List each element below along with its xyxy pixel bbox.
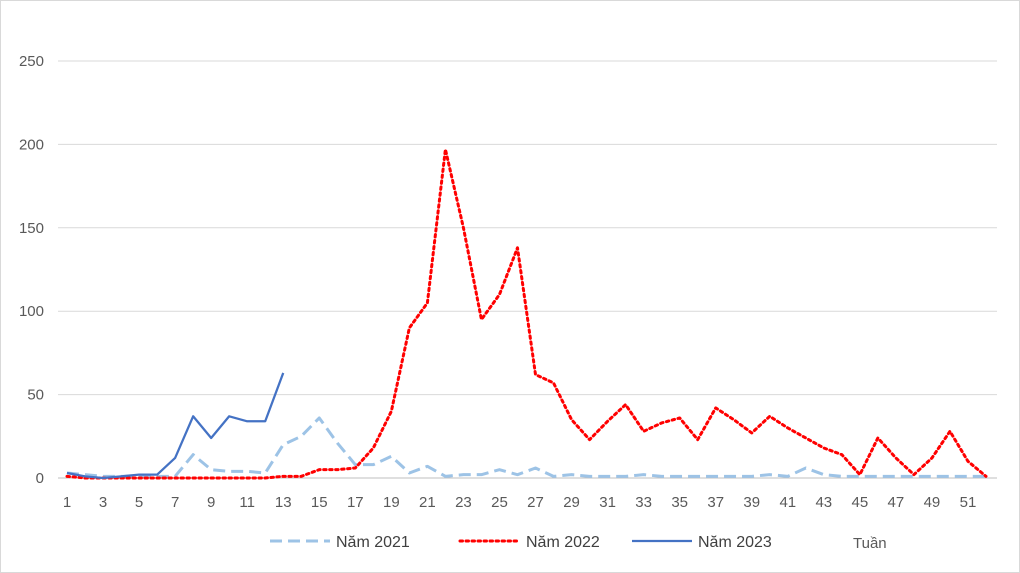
x-tick-label: 41 [779, 494, 796, 511]
x-tick-label: 45 [852, 494, 869, 511]
x-axis-ticks: 1 3 5 7 9 11 13 15 17 19 21 23 25 27 29 31 33 35 37 39 41 43 4… [63, 494, 976, 511]
series-line-năm-2022 [65, 147, 988, 480]
x-tick-label: 7 [171, 494, 179, 511]
x-tick-label: 3 [99, 494, 107, 511]
gridlines [58, 60, 997, 396]
y-tick-label: 50 [27, 387, 44, 404]
x-tick-label: 29 [563, 494, 580, 511]
legend-label: Năm 2022 [526, 534, 600, 551]
x-tick-label: 13 [275, 494, 292, 511]
x-tick-label: 11 [239, 494, 255, 511]
y-axis-ticks: 0 50 100 150 200 250 [19, 53, 44, 487]
y-tick-label: 250 [19, 53, 44, 70]
x-tick-label: 47 [888, 494, 905, 511]
legend-label: Năm 2023 [698, 534, 772, 551]
x-tick-label: 51 [960, 494, 977, 511]
y-tick-label: 200 [19, 136, 44, 153]
y-tick-label: 100 [19, 303, 44, 320]
y-tick-label: 0 [36, 470, 44, 487]
x-tick-label: 25 [491, 494, 508, 511]
legend: Năm 2021 Năm 2022 Năm 2023 [270, 534, 772, 551]
x-tick-label: 17 [347, 494, 364, 511]
x-tick-label: 35 [671, 494, 688, 511]
x-tick-label: 49 [924, 494, 941, 511]
x-tick-label: 39 [743, 494, 760, 511]
series-lines [65, 147, 988, 480]
x-tick-label: 21 [419, 494, 436, 511]
x-tick-label: 23 [455, 494, 472, 511]
series-line-năm-2021 [66, 416, 986, 478]
x-tick-label: 43 [815, 494, 832, 511]
y-tick-label: 150 [19, 220, 44, 237]
series-line-năm-2023 [66, 372, 285, 480]
x-tick-label: 31 [599, 494, 616, 511]
x-tick-label: 37 [707, 494, 724, 511]
x-tick-label: 15 [311, 494, 328, 511]
x-tick-label: 1 [63, 494, 71, 511]
x-tick-label: 33 [635, 494, 652, 511]
x-axis-label: Tuần [853, 535, 887, 552]
x-tick-label: 5 [135, 494, 143, 511]
x-tick-label: 19 [383, 494, 400, 511]
x-tick-label: 27 [527, 494, 544, 511]
x-tick-label: 9 [207, 494, 215, 511]
legend-label: Năm 2021 [336, 534, 410, 551]
